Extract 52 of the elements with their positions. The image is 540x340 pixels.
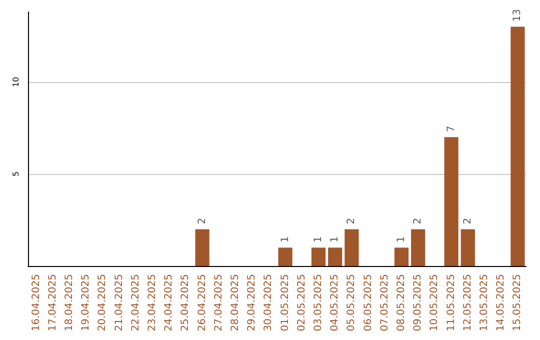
x-tick-label: 25.04.2025: [180, 274, 192, 332]
data-label: 1: [330, 236, 341, 243]
x-tick-label: 09.05.2025: [412, 274, 424, 332]
x-tick-label: 07.05.2025: [379, 274, 390, 332]
y-tick-label: 5: [12, 171, 20, 177]
y-tick-label: 10: [12, 76, 20, 88]
bar: [278, 248, 292, 266]
x-tick-label: 27.04.2025: [213, 274, 224, 332]
data-label: 2: [412, 218, 424, 224]
bar: [510, 26, 525, 266]
x-tick-label: 15.05.2025: [512, 274, 524, 332]
bar: [394, 248, 409, 266]
x-tick-label: 11.05.2025: [446, 274, 457, 332]
x-tick-label: 19.04.2025: [80, 274, 92, 332]
bar: [328, 248, 342, 266]
data-label: 2: [346, 218, 358, 224]
x-tick-label: 22.04.2025: [130, 274, 142, 332]
bar: [460, 229, 475, 266]
x-tick-label: 13.05.2025: [479, 274, 490, 332]
bar: [311, 248, 326, 266]
x-tick-label: 05.05.2025: [346, 274, 358, 332]
x-tick-label: 14.05.2025: [496, 274, 507, 332]
x-tick-label: 18.04.2025: [64, 274, 75, 332]
x-tick-label: 21.04.2025: [114, 274, 125, 332]
bar: [444, 137, 458, 266]
bar: [344, 229, 359, 266]
data-label: 13: [512, 8, 524, 22]
x-tick-label: 29.04.2025: [246, 274, 258, 332]
x-tick-label: 24.04.2025: [164, 274, 175, 332]
data-label: 2: [462, 218, 474, 224]
data-label: 2: [196, 218, 208, 224]
x-tick-label: 01.05.2025: [280, 274, 291, 332]
x-tick-label: 26.04.2025: [196, 274, 208, 332]
bar: [411, 229, 426, 266]
x-tick-label: 04.05.2025: [330, 274, 341, 332]
x-tick-label: 06.05.2025: [362, 274, 374, 332]
x-tick-label: 30.04.2025: [263, 274, 274, 332]
bar: [195, 229, 210, 266]
data-label: 1: [396, 236, 407, 243]
x-tick-label: 16.04.2025: [30, 274, 42, 332]
x-tick-label: 12.05.2025: [462, 274, 474, 332]
x-tick-label: 03.05.2025: [313, 274, 324, 332]
data-label: 1: [280, 236, 291, 243]
x-tick-label: 17.04.2025: [47, 274, 58, 332]
x-tick-label: 28.04.2025: [230, 274, 241, 332]
x-tick-label: 10.05.2025: [429, 274, 440, 332]
data-label: 7: [446, 126, 457, 132]
x-tick-label: 23.04.2025: [147, 274, 158, 332]
data-label: 1: [313, 236, 324, 243]
x-tick-label: 08.05.2025: [396, 274, 407, 332]
x-tick-label: 20.04.2025: [97, 274, 108, 332]
x-tick-label: 02.05.2025: [296, 274, 308, 332]
